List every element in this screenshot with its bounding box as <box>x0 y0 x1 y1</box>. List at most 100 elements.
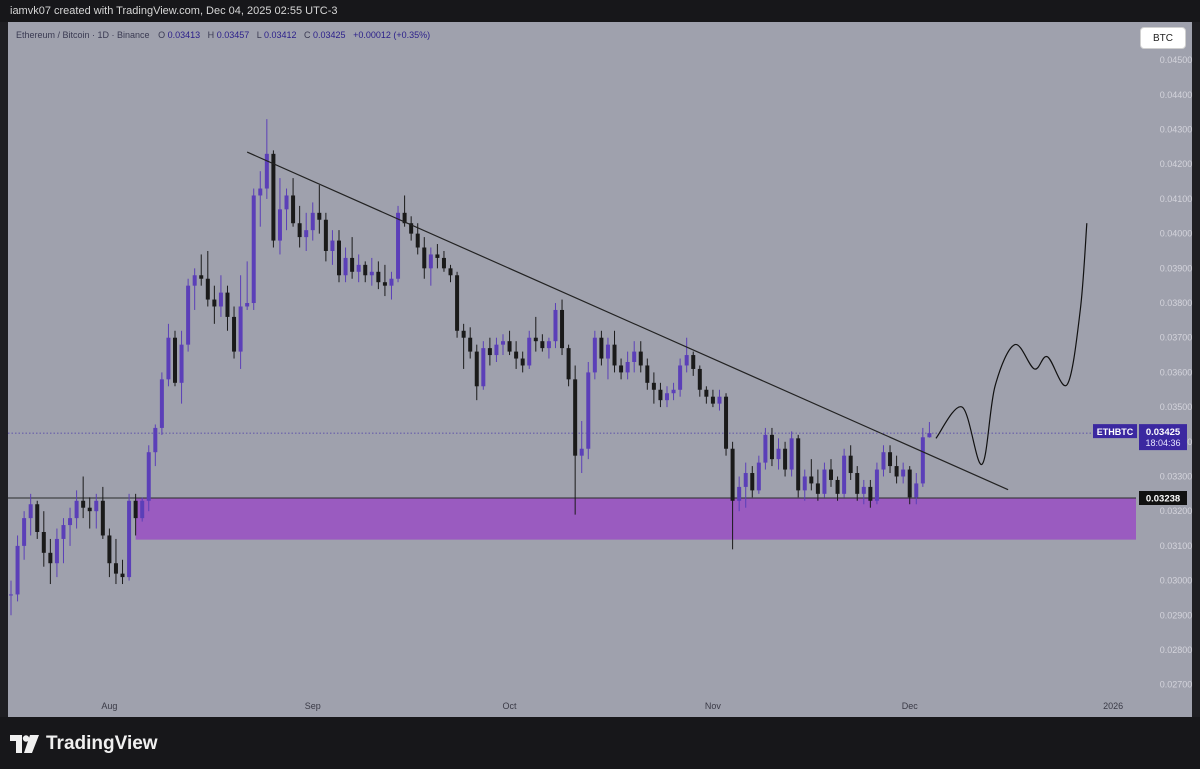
candle-body <box>74 500 79 519</box>
candle-body <box>396 212 401 279</box>
candle-body <box>822 469 827 494</box>
candle-body <box>645 365 650 383</box>
candle-body <box>455 275 460 331</box>
candle-body <box>783 448 788 470</box>
creator-caption: iamvk07 created with TradingView.com, De… <box>10 5 338 17</box>
tradingview-brand[interactable]: TradingView <box>10 733 158 755</box>
candle-body <box>199 275 204 279</box>
y-tick-label: 0.03600 <box>1160 367 1192 377</box>
candle-body <box>671 389 676 394</box>
legend-symbol: Ethereum / Bitcoin · 1D · Binance <box>16 30 150 40</box>
candle-body <box>435 254 440 258</box>
candle-body <box>179 344 184 383</box>
brand-name: TradingView <box>46 733 158 754</box>
candle-body <box>553 309 558 342</box>
candle-body <box>507 341 512 352</box>
y-tick-label: 0.04500 <box>1160 55 1192 65</box>
candle-body <box>389 278 394 286</box>
candle-body <box>730 448 735 501</box>
candle-body <box>566 348 571 380</box>
symbol-tag-label: ETHBTC <box>1097 427 1134 437</box>
candle-body <box>238 306 243 352</box>
horizontal-line-value: 0.03238 <box>1146 494 1180 505</box>
candle-body <box>612 344 617 366</box>
candle-body <box>874 469 879 501</box>
candle-body <box>369 271 374 276</box>
y-tick-label: 0.04300 <box>1160 125 1192 135</box>
candle-body <box>789 438 794 470</box>
candle-body <box>35 504 40 532</box>
candle-body <box>704 389 709 397</box>
x-tick-label: Nov <box>705 701 722 711</box>
candle-body <box>697 368 702 390</box>
candle-body <box>599 337 604 359</box>
x-tick-label: 2026 <box>1103 701 1123 711</box>
candle-body <box>376 271 381 283</box>
candle-body <box>527 337 532 366</box>
candle-body <box>592 337 597 373</box>
candle-body <box>448 268 453 276</box>
candle-body <box>914 483 919 498</box>
projection-path <box>935 223 1088 465</box>
candle-body <box>665 393 669 401</box>
price-chart[interactable]: Ethereum / Bitcoin · 1D · Binance O 0.03… <box>8 22 1192 717</box>
drawings-layer <box>246 151 1088 491</box>
symbol-tag <box>1093 424 1137 439</box>
candles-layer <box>9 119 932 616</box>
legend-open-label: O <box>158 30 165 40</box>
candle-body <box>920 437 925 484</box>
candle-body <box>81 500 86 508</box>
candle-body <box>264 153 269 189</box>
compare-symbol-button[interactable]: BTC <box>1140 27 1186 49</box>
candle-body <box>153 427 158 453</box>
candle-body <box>468 337 473 352</box>
candle-body <box>861 486 866 494</box>
candle-body <box>61 525 66 539</box>
candle-body <box>382 282 387 286</box>
candle-body <box>579 448 584 456</box>
candle-body <box>724 396 729 449</box>
candle-body <box>28 504 33 519</box>
candle-countdown: 18:04:36 <box>1145 438 1180 448</box>
candle-body <box>166 337 171 380</box>
candle-body <box>533 337 538 342</box>
candle-body <box>815 483 820 494</box>
y-tick-label: 0.03900 <box>1160 263 1192 273</box>
candle-body <box>9 594 13 596</box>
candle-body <box>855 473 860 494</box>
candle-body <box>271 153 276 241</box>
candle-body <box>133 500 138 519</box>
y-tick-label: 0.03300 <box>1160 471 1192 481</box>
candle-body <box>888 452 893 467</box>
candle-body <box>881 452 886 470</box>
candle-body <box>743 473 748 487</box>
candle-body <box>140 500 145 519</box>
candle-body <box>232 316 237 352</box>
candle-body <box>245 303 250 307</box>
candle-body <box>605 344 610 359</box>
candle-body <box>441 257 446 269</box>
y-tick-label: 0.04200 <box>1160 159 1192 169</box>
candle-body <box>41 532 46 553</box>
candle-body <box>586 372 591 449</box>
candle-body <box>173 337 177 383</box>
chart-background <box>8 22 1192 717</box>
y-tick-label: 0.04000 <box>1160 229 1192 239</box>
candle-body <box>277 209 282 241</box>
legend-close-label: C <box>304 30 311 40</box>
legend-low: 0.03412 <box>264 30 297 40</box>
candle-body <box>146 452 151 501</box>
candle-body <box>520 358 525 366</box>
candle-body <box>809 476 814 484</box>
candle-body <box>678 365 683 390</box>
support-zone <box>135 498 1136 540</box>
candle-body <box>356 264 361 272</box>
candle-body <box>763 434 768 463</box>
candle-body <box>638 351 643 366</box>
candle-body <box>769 434 774 460</box>
candle-body <box>461 330 466 338</box>
legend-low-label: L <box>257 30 262 40</box>
ohlc-legend: Ethereum / Bitcoin · 1D · Binance O 0.03… <box>16 30 430 40</box>
legend-high-label: H <box>208 30 215 40</box>
candle-body <box>100 500 105 536</box>
